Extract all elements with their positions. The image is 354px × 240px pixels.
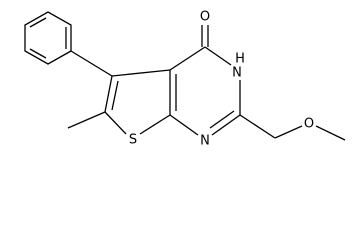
atom-label: S (129, 133, 137, 148)
bond (274, 125, 303, 139)
bond (70, 50, 113, 77)
double-bond (209, 110, 235, 129)
phenyl-ring (24, 11, 72, 65)
atom-label: H (235, 52, 245, 67)
bond (104, 75, 113, 113)
bond (204, 46, 232, 66)
methyl-bond (67, 111, 106, 129)
atom-label: O (304, 117, 314, 132)
double-bond (111, 80, 119, 111)
bond (169, 114, 199, 136)
bond (169, 46, 206, 71)
bond (139, 114, 171, 135)
atom-label: N (200, 134, 210, 149)
double-bond (29, 17, 47, 28)
molecule-diagram: O H N N S O (24, 10, 346, 149)
double-bond (29, 48, 47, 59)
bond (239, 114, 276, 139)
atom-label: O (200, 10, 210, 25)
bonds (24, 11, 346, 141)
bond (104, 111, 127, 135)
bond (111, 69, 171, 77)
bond (315, 125, 346, 141)
bond (211, 114, 241, 136)
atom-label: N (232, 66, 242, 81)
